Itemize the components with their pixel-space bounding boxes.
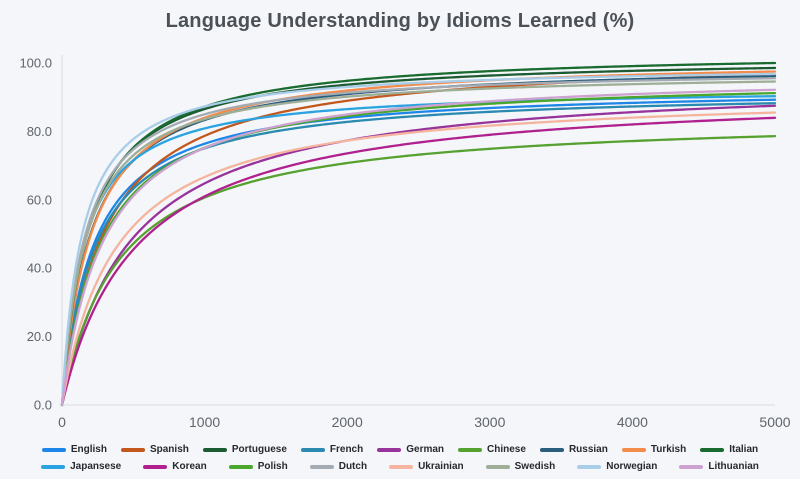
legend-label: Ukrainian xyxy=(418,461,464,472)
chart-legend: English Spanish Portuguese French German Chin… xyxy=(0,441,800,475)
legend-label: French xyxy=(329,444,364,455)
legend-item-chinese[interactable]: Chinese xyxy=(458,444,526,455)
y-axis-tick-label: 60.0 xyxy=(27,192,52,207)
x-axis-tick-label: 3000 xyxy=(474,414,505,430)
y-axis-tick-label: 100.0 xyxy=(19,56,52,71)
legend-label: Polish xyxy=(257,461,288,472)
legend-item-english[interactable]: English xyxy=(41,444,107,455)
legend-swatch-icon xyxy=(577,464,602,469)
legend-label: Italian xyxy=(729,444,759,455)
series-line-ukrainian xyxy=(60,111,777,407)
legend-label: Dutch xyxy=(338,461,368,472)
y-axis-tick-label: 20.0 xyxy=(27,329,52,344)
legend-swatch-icon xyxy=(120,447,145,452)
legend-row-2: Japansese Korean Polish Dutch Ukrainian Swedi… xyxy=(0,458,800,475)
legend-swatch-icon xyxy=(679,464,704,469)
y-axis-tick-label: 40.0 xyxy=(27,261,52,276)
series-line-russian xyxy=(60,75,777,407)
legend-item-spanish[interactable]: Spanish xyxy=(120,444,189,455)
series-line-english xyxy=(60,98,777,407)
series-line-german xyxy=(60,104,777,407)
legend-item-norwegian[interactable]: Norwegian xyxy=(577,461,657,472)
legend-swatch-icon xyxy=(228,464,253,469)
legend-item-ukrainian[interactable]: Ukrainian xyxy=(389,461,464,472)
legend-label: English xyxy=(70,444,107,455)
legend-item-italian[interactable]: Italian xyxy=(700,444,758,455)
legend-item-polish[interactable]: Polish xyxy=(228,461,288,472)
x-axis-tick-label: 2000 xyxy=(332,414,363,430)
chart-title: Language Understanding by Idioms Learned… xyxy=(165,10,635,32)
y-axis-tick-label: 80.0 xyxy=(27,124,52,139)
series-line-norwegian xyxy=(60,72,777,407)
legend-swatch-icon xyxy=(377,447,402,452)
legend-swatch-icon xyxy=(41,447,66,452)
legend-item-japansese[interactable]: Japansese xyxy=(41,461,121,472)
legend-swatch-icon xyxy=(485,464,510,469)
legend-label: Korean xyxy=(172,461,207,472)
legend-label: Spanish xyxy=(149,444,189,455)
series-line-french xyxy=(60,102,777,407)
legend-label: Russian xyxy=(568,444,608,455)
legend-label: Turkish xyxy=(650,444,687,455)
line-chart-plot-area: 0.0 20.0 40.0 60.0 80.0 100.0 0 1000 2000 3000 400… xyxy=(19,55,791,430)
x-axis-tick-label: 1000 xyxy=(189,414,220,430)
x-axis-tick-label: 0 xyxy=(58,414,66,430)
series-line-lithuanian xyxy=(60,88,777,407)
legend-item-korean[interactable]: Korean xyxy=(143,461,207,472)
legend-label: Japansese xyxy=(70,461,122,472)
legend-label: Portuguese xyxy=(231,444,287,455)
legend-swatch-icon xyxy=(700,447,725,452)
legend-item-dutch[interactable]: Dutch xyxy=(309,461,368,472)
legend-item-russian[interactable]: Russian xyxy=(539,444,608,455)
legend-row-1: English Spanish Portuguese French German Chin… xyxy=(0,441,800,458)
series-line-swedish xyxy=(60,80,777,407)
x-axis-tick-label: 4000 xyxy=(617,414,648,430)
legend-item-turkish[interactable]: Turkish xyxy=(621,444,687,455)
legend-swatch-icon xyxy=(458,447,483,452)
legend-label: Norwegian xyxy=(606,461,658,472)
legend-item-lithuanian[interactable]: Lithuanian xyxy=(679,461,759,472)
series-line-japansese xyxy=(60,95,777,407)
legend-swatch-icon xyxy=(300,447,325,452)
legend-swatch-icon xyxy=(202,447,227,452)
legend-label: Chinese xyxy=(487,444,526,455)
series-line-portuguese xyxy=(60,66,777,407)
legend-swatch-icon xyxy=(309,464,334,469)
legend-swatch-icon xyxy=(143,464,168,469)
series-line-chinese xyxy=(60,135,777,407)
legend-swatch-icon xyxy=(389,464,414,469)
legend-item-german[interactable]: German xyxy=(377,444,444,455)
legend-item-swedish[interactable]: Swedish xyxy=(485,461,556,472)
legend-label: German xyxy=(406,444,445,455)
series-line-italian xyxy=(60,61,777,407)
legend-swatch-icon xyxy=(41,464,66,469)
legend-item-french[interactable]: French xyxy=(300,444,364,455)
legend-swatch-icon xyxy=(539,447,564,452)
legend-label: Swedish xyxy=(514,461,556,472)
series-line-korean xyxy=(60,116,777,407)
legend-swatch-icon xyxy=(621,447,646,452)
legend-label: Lithuanian xyxy=(708,461,759,472)
y-axis-tick-label: 0.0 xyxy=(34,398,52,413)
series-line-dutch xyxy=(60,77,777,407)
x-axis-tick-label: 5000 xyxy=(759,414,790,430)
legend-item-portuguese[interactable]: Portuguese xyxy=(202,444,287,455)
